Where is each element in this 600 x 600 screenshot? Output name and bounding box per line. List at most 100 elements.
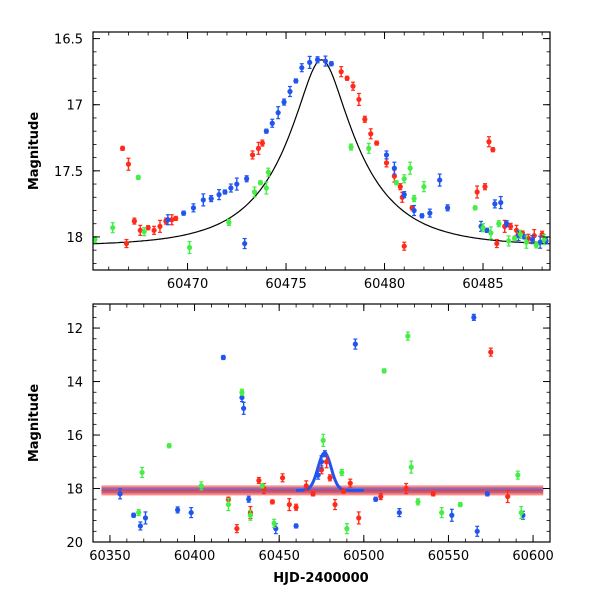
data-point xyxy=(228,183,234,193)
y-tick-label: 18 xyxy=(66,483,83,498)
data-point xyxy=(419,213,425,219)
data-point xyxy=(492,199,498,209)
data-point xyxy=(190,203,197,213)
data-point xyxy=(444,204,451,212)
data-point xyxy=(488,347,494,357)
x-tick-label: 60600 xyxy=(512,549,553,564)
data-point xyxy=(397,183,403,191)
top-panel-zoom: 60470 60475 60480 60485 16.5 17 17.5 18 Magnitu… xyxy=(27,31,551,292)
data-point xyxy=(93,235,98,244)
data-point xyxy=(131,512,137,518)
bottom-peak-trace xyxy=(296,451,364,492)
top-plot-frame xyxy=(92,31,551,271)
data-point xyxy=(307,55,313,70)
data-point xyxy=(381,368,387,374)
data-point xyxy=(472,205,478,211)
data-point xyxy=(257,180,264,186)
x-tick-label: 60500 xyxy=(343,549,384,564)
data-point xyxy=(474,525,480,537)
data-point xyxy=(490,147,496,153)
data-point xyxy=(141,227,147,237)
data-point xyxy=(408,460,414,474)
x-tick-label: 60400 xyxy=(174,549,215,564)
data-point xyxy=(320,433,326,447)
data-point xyxy=(482,183,488,191)
data-point xyxy=(165,214,171,226)
data-point xyxy=(281,98,287,106)
data-point xyxy=(494,238,500,249)
data-point xyxy=(181,210,187,216)
data-point xyxy=(498,195,504,210)
data-point xyxy=(151,225,157,235)
data-point xyxy=(352,338,358,350)
data-point xyxy=(437,173,443,187)
data-point xyxy=(541,233,547,246)
bottom-data-marks xyxy=(101,313,544,537)
data-point xyxy=(533,241,539,249)
data-point xyxy=(344,75,350,81)
baseline-point-band xyxy=(101,489,544,496)
data-point xyxy=(287,85,293,98)
data-point xyxy=(378,492,384,501)
y-tick-label: 17 xyxy=(66,99,83,114)
data-point xyxy=(430,491,436,497)
data-point xyxy=(263,181,269,195)
y-tick-label: 14 xyxy=(66,376,83,391)
data-point xyxy=(275,106,281,120)
data-point xyxy=(142,511,149,525)
data-point xyxy=(421,181,427,193)
data-point xyxy=(293,78,299,84)
data-point xyxy=(269,499,276,505)
model-fit-curve xyxy=(93,59,550,245)
data-point xyxy=(249,150,256,160)
data-point xyxy=(242,237,248,250)
data-point xyxy=(338,66,344,78)
data-point xyxy=(246,495,252,503)
bottom-axis-ticks: 60350 60400 60450 60500 60550 60600 12 14 16 18 20 xyxy=(66,304,554,564)
data-point xyxy=(415,498,421,506)
x-tick-label: 60480 xyxy=(364,277,405,292)
data-point xyxy=(366,142,372,154)
top-y-axis-title: Magnitude xyxy=(27,112,42,191)
bottom-plot-frame xyxy=(92,303,551,543)
data-point xyxy=(247,509,254,521)
x-tick-label: 60350 xyxy=(89,549,130,564)
x-tick-label: 60485 xyxy=(462,277,503,292)
data-point xyxy=(411,195,417,203)
data-point xyxy=(486,136,492,148)
data-point xyxy=(403,482,409,495)
data-point xyxy=(484,227,490,233)
data-point xyxy=(340,488,347,494)
data-point xyxy=(310,491,316,497)
data-point xyxy=(255,141,262,155)
data-point xyxy=(523,235,529,249)
data-point xyxy=(517,229,524,239)
data-point xyxy=(119,145,126,151)
top-axis-ticks: 60470 60475 60480 60485 16.5 17 17.5 18 xyxy=(54,32,550,292)
data-point xyxy=(484,491,490,497)
data-point xyxy=(480,223,486,233)
data-point xyxy=(239,388,245,396)
data-point xyxy=(496,220,502,228)
data-point xyxy=(299,63,305,73)
x-tick-label: 60475 xyxy=(265,277,306,292)
data-point xyxy=(188,506,194,519)
data-point xyxy=(405,331,411,341)
data-point xyxy=(244,175,250,183)
data-point xyxy=(256,476,262,485)
data-point xyxy=(457,501,463,508)
data-point xyxy=(137,224,143,236)
bottom-x-axis-title: HJD-2400000 xyxy=(273,571,368,586)
data-point xyxy=(186,240,193,255)
data-point xyxy=(488,226,494,240)
data-point xyxy=(401,241,407,251)
data-point xyxy=(537,235,543,249)
data-point xyxy=(332,498,338,511)
data-point xyxy=(173,215,179,222)
data-point xyxy=(322,55,329,67)
data-point xyxy=(241,401,247,415)
data-point xyxy=(373,496,379,502)
data-point xyxy=(401,174,407,184)
